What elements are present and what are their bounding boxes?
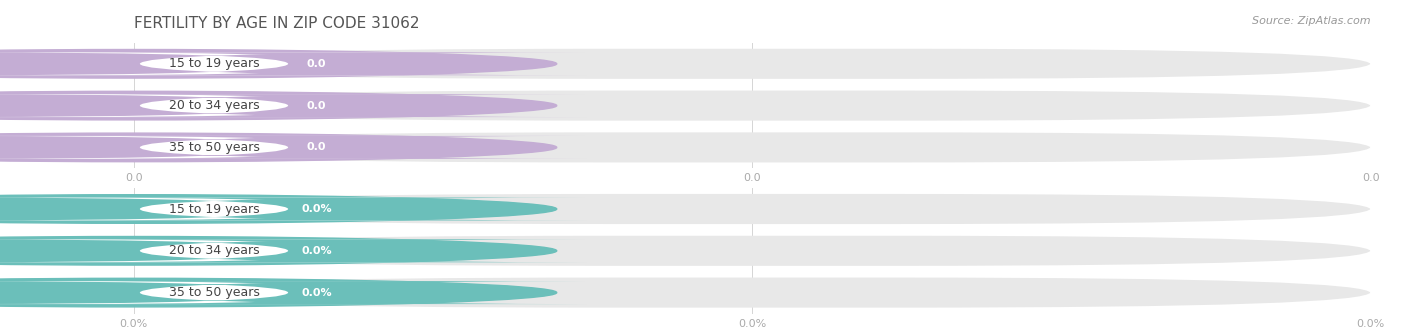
Text: 0.0%: 0.0% <box>301 246 332 256</box>
Text: 0.0: 0.0 <box>307 59 326 69</box>
FancyBboxPatch shape <box>134 278 1371 308</box>
Text: 20 to 34 years: 20 to 34 years <box>169 99 259 112</box>
Text: 0.0%: 0.0% <box>1357 318 1385 329</box>
FancyBboxPatch shape <box>0 239 486 262</box>
FancyBboxPatch shape <box>0 281 486 304</box>
FancyBboxPatch shape <box>46 94 588 117</box>
FancyBboxPatch shape <box>0 94 486 117</box>
Text: 15 to 19 years: 15 to 19 years <box>169 203 259 215</box>
Circle shape <box>0 50 557 78</box>
FancyBboxPatch shape <box>46 281 588 304</box>
Text: 0.0%: 0.0% <box>120 318 148 329</box>
Text: 15 to 19 years: 15 to 19 years <box>169 57 259 70</box>
FancyBboxPatch shape <box>134 49 1371 79</box>
Circle shape <box>0 237 557 265</box>
Text: 0.0%: 0.0% <box>738 318 766 329</box>
FancyBboxPatch shape <box>134 132 1371 162</box>
Text: 0.0%: 0.0% <box>301 288 332 298</box>
Text: 0.0: 0.0 <box>307 101 326 111</box>
FancyBboxPatch shape <box>0 52 486 75</box>
Text: 0.0: 0.0 <box>1362 173 1379 183</box>
Circle shape <box>0 91 557 120</box>
Text: 35 to 50 years: 35 to 50 years <box>169 141 260 154</box>
Text: 0.0: 0.0 <box>307 143 326 152</box>
Text: 35 to 50 years: 35 to 50 years <box>169 286 260 299</box>
Circle shape <box>0 278 557 307</box>
FancyBboxPatch shape <box>46 136 588 159</box>
FancyBboxPatch shape <box>46 197 588 220</box>
FancyBboxPatch shape <box>134 194 1371 224</box>
Circle shape <box>0 133 557 162</box>
FancyBboxPatch shape <box>134 236 1371 266</box>
Text: Source: ZipAtlas.com: Source: ZipAtlas.com <box>1253 16 1371 26</box>
Text: 20 to 34 years: 20 to 34 years <box>169 244 259 257</box>
Text: 0.0%: 0.0% <box>301 204 332 214</box>
FancyBboxPatch shape <box>46 239 588 262</box>
FancyBboxPatch shape <box>134 90 1371 121</box>
Text: 0.0: 0.0 <box>125 173 142 183</box>
Text: FERTILITY BY AGE IN ZIP CODE 31062: FERTILITY BY AGE IN ZIP CODE 31062 <box>134 16 419 31</box>
FancyBboxPatch shape <box>46 52 588 75</box>
Text: 0.0: 0.0 <box>744 173 761 183</box>
FancyBboxPatch shape <box>0 136 486 159</box>
FancyBboxPatch shape <box>0 197 486 220</box>
Circle shape <box>0 195 557 223</box>
